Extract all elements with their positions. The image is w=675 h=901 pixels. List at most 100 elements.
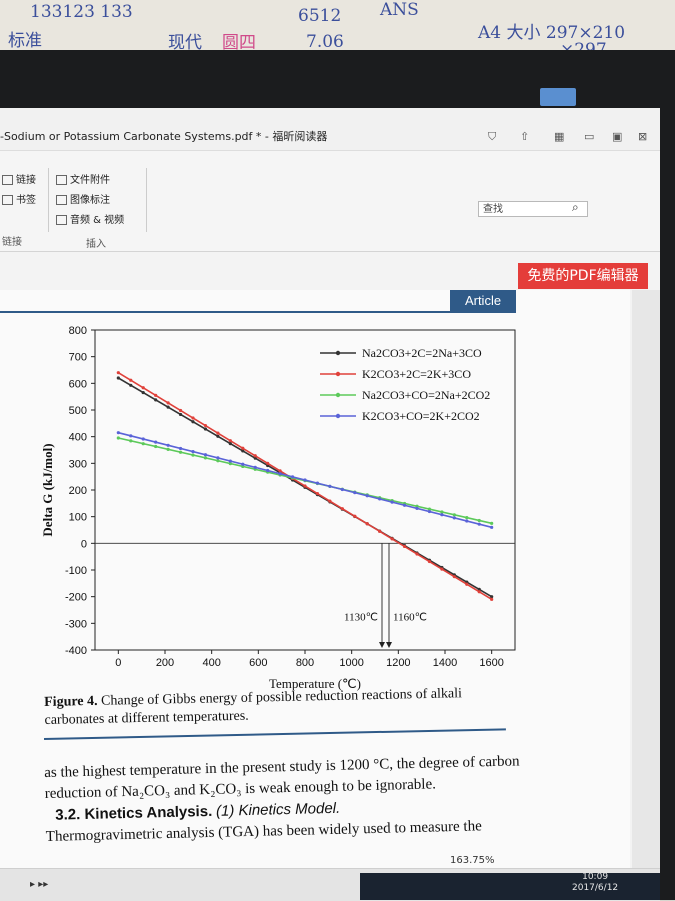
series-point xyxy=(303,478,307,482)
series-point xyxy=(477,590,481,594)
x-tick-label: 600 xyxy=(249,657,267,669)
series-point xyxy=(203,453,208,457)
series-point xyxy=(154,444,158,449)
handwritten-note: 标准 xyxy=(8,31,42,51)
series-point xyxy=(129,378,133,382)
zoom-level[interactable]: 163.75% xyxy=(450,855,495,866)
monitor-logo-icon xyxy=(540,88,576,106)
share-icon[interactable]: ⇧ xyxy=(520,130,530,143)
series-point xyxy=(477,518,481,523)
play-icon[interactable]: ▸ ▸▸ xyxy=(30,879,49,890)
minimize-icon[interactable]: ▭ xyxy=(584,130,595,143)
monitor-bezel-right xyxy=(660,108,675,900)
y-axis-label: Delta G (kJ/mol) xyxy=(40,443,55,536)
audio-video-button[interactable]: 音频 & 视频 xyxy=(56,211,124,226)
series-point xyxy=(129,434,133,438)
series-point xyxy=(178,408,183,413)
search-input[interactable]: 查找 xyxy=(478,201,588,217)
handwritten-note: A4 大小 297×210 xyxy=(478,23,626,43)
series-point xyxy=(241,462,245,466)
series-point xyxy=(402,503,407,507)
annotation-label: 1160℃ xyxy=(393,612,427,624)
series-point xyxy=(228,462,232,466)
x-tick-label: 1600 xyxy=(479,657,503,669)
link-label: 链接 xyxy=(16,175,36,186)
series-point xyxy=(116,436,120,440)
restore-icon[interactable]: ▣ xyxy=(612,130,623,143)
series-point xyxy=(166,447,170,451)
help-icon[interactable]: ⛉ xyxy=(488,130,497,143)
series-point xyxy=(315,491,320,496)
handwritten-note: 7.06 xyxy=(306,32,344,52)
bookmark-button[interactable]: 书签 xyxy=(2,191,36,206)
series-point xyxy=(216,456,220,460)
series-point xyxy=(166,405,170,409)
series-point xyxy=(340,487,344,492)
search-icon[interactable]: ⌕ xyxy=(572,200,579,214)
series-point xyxy=(353,491,357,495)
pdf-editor-banner[interactable]: 免费的PDF编辑器 xyxy=(518,263,648,289)
x-tick-label: 1400 xyxy=(433,657,457,669)
series-point xyxy=(154,440,158,444)
series-point xyxy=(490,595,494,599)
layout-icon[interactable]: ▦ xyxy=(554,130,565,143)
x-tick-label: 800 xyxy=(296,657,314,669)
legend-marker xyxy=(335,350,341,356)
series-point xyxy=(415,552,419,556)
file-attachment-label: 文件附件 xyxy=(70,175,110,186)
handwritten-note: 133123 133 xyxy=(30,2,133,22)
series-point xyxy=(228,439,232,443)
series-point xyxy=(378,497,382,501)
series-point xyxy=(216,434,220,438)
article-tag: Article xyxy=(450,290,516,312)
x-tick-label: 0 xyxy=(115,657,121,669)
annotation-arrowhead xyxy=(386,642,392,648)
clock-time: 10:09 xyxy=(582,872,609,882)
series-point xyxy=(490,597,494,601)
series-point xyxy=(290,475,295,479)
series-point xyxy=(365,522,369,526)
body-text: as the highest temperature in the presen… xyxy=(44,751,526,848)
y-tick-label: 800 xyxy=(69,325,87,337)
series-point xyxy=(129,439,133,443)
series-point xyxy=(191,416,195,420)
y-tick-label: 400 xyxy=(69,432,87,444)
y-tick-label: 200 xyxy=(69,485,87,497)
link-button[interactable]: 链接 xyxy=(2,171,36,186)
caption-text: Change of Gibbs energy of possible reduc… xyxy=(44,686,463,728)
link-icon xyxy=(2,175,13,185)
series-point xyxy=(465,516,469,520)
y-tick-label: 100 xyxy=(69,512,87,524)
series-point xyxy=(427,507,432,511)
series-point xyxy=(440,510,444,514)
paper-background: 133123 133 标准 现代 圆四 6512 ANS 7.06 A4 大小 … xyxy=(0,0,675,55)
series-point xyxy=(191,453,195,457)
file-attachment-button[interactable]: 文件附件 xyxy=(56,171,110,186)
ribbon-divider xyxy=(48,168,49,232)
series-point xyxy=(241,464,245,469)
bookmark-label: 书签 xyxy=(16,195,36,206)
series-point xyxy=(241,446,245,450)
series-point xyxy=(278,469,282,473)
series-point xyxy=(141,437,145,441)
y-tick-label: -400 xyxy=(65,645,87,657)
series-point xyxy=(154,393,158,397)
series-point xyxy=(315,481,320,485)
system-clock: 10:09 2017/6/12 xyxy=(572,872,618,894)
series-point xyxy=(427,509,432,514)
y-tick-label: 500 xyxy=(69,405,87,417)
image-annotation-button[interactable]: 图像标注 xyxy=(56,191,110,206)
x-tick-label: 200 xyxy=(156,657,174,669)
series-point xyxy=(452,575,456,579)
vertical-scrollbar[interactable] xyxy=(632,290,660,870)
series-point xyxy=(191,420,195,424)
series-point xyxy=(203,423,208,428)
series-point xyxy=(340,507,344,511)
series-point xyxy=(477,587,481,591)
series-point xyxy=(141,442,145,446)
series-point xyxy=(490,521,494,525)
handwritten-note: ANS xyxy=(380,0,419,20)
y-tick-label: -100 xyxy=(65,565,87,577)
y-tick-label: -200 xyxy=(65,592,87,604)
close-icon[interactable]: ⊠ xyxy=(638,130,648,143)
